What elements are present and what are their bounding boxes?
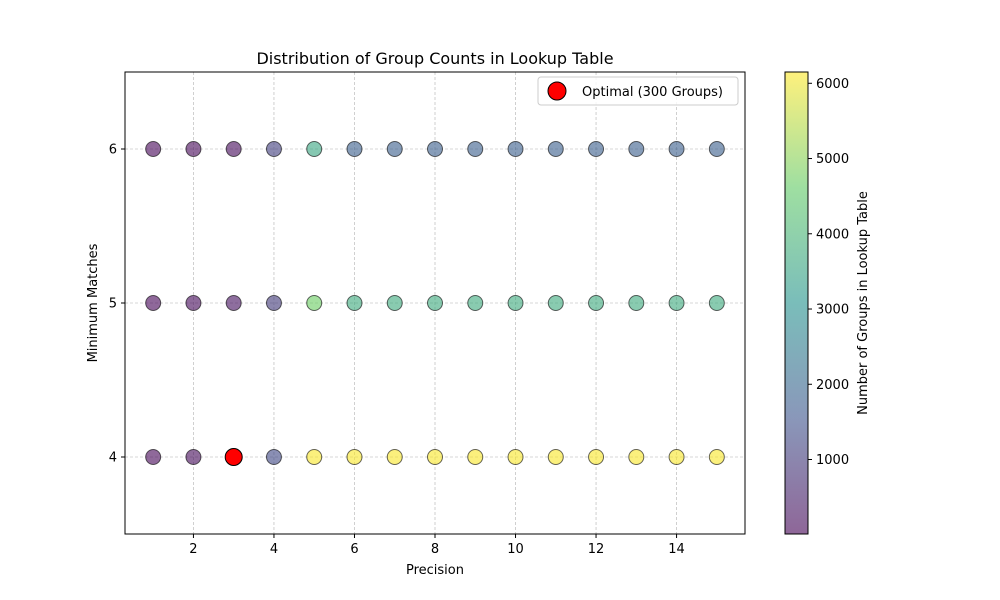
- data-point: [467, 449, 484, 465]
- legend-marker: [547, 81, 567, 101]
- y-axis-label: Minimum Matches: [86, 243, 101, 362]
- legend-label: Optimal (300 Groups): [582, 85, 723, 100]
- data-point: [467, 295, 484, 311]
- data-point: [145, 295, 162, 311]
- x-tick-label: 2: [189, 542, 197, 557]
- x-tick-label: 6: [350, 542, 358, 557]
- colorbar-gradient: [785, 72, 808, 534]
- data-point: [306, 141, 323, 157]
- data-point: [427, 449, 443, 465]
- data-point: [265, 141, 282, 157]
- data-point: [265, 295, 282, 311]
- x-tick-label: 4: [270, 542, 278, 557]
- data-point: [708, 295, 725, 311]
- data-point: [386, 449, 403, 465]
- data-point: [306, 295, 323, 311]
- data-point: [346, 295, 363, 311]
- data-point: [708, 449, 725, 465]
- colorbar-tick-label: 4000: [816, 227, 849, 242]
- data-point: [185, 141, 202, 157]
- data-point: [668, 141, 685, 157]
- data-point: [588, 449, 605, 465]
- colorbar-tick-label: 3000: [816, 303, 849, 318]
- data-point: [306, 449, 323, 465]
- data-point: [628, 449, 645, 465]
- colorbar-tick-label: 5000: [816, 152, 849, 167]
- plot-area: 2 4 6 8 10 12 14 4 5 6: [109, 71, 746, 557]
- optimal-point: [224, 448, 243, 466]
- x-tick-label: 10: [507, 542, 524, 557]
- data-point: [708, 141, 725, 157]
- data-point: [346, 449, 363, 465]
- data-point: [225, 295, 242, 311]
- chart-title: Distribution of Group Counts in Lookup T…: [256, 49, 613, 68]
- data-point: [145, 141, 162, 157]
- data-point: [668, 295, 685, 311]
- data-point: [588, 141, 605, 157]
- data-point: [225, 141, 242, 157]
- data-point: [668, 449, 685, 465]
- data-point: [588, 295, 605, 311]
- colorbar-label: Number of Groups in Lookup Table: [856, 191, 871, 415]
- data-point: [427, 295, 443, 311]
- data-point: [628, 295, 645, 311]
- x-tick-label: 8: [431, 542, 439, 557]
- data-point: [185, 295, 202, 311]
- data-point: [265, 449, 282, 465]
- data-point: [386, 141, 403, 157]
- y-tick-label: 4: [109, 451, 117, 466]
- x-axis-label: Precision: [406, 563, 464, 578]
- data-point: [507, 141, 524, 157]
- data-point: [346, 141, 363, 157]
- data-point: [547, 141, 564, 157]
- colorbar: 1000 2000 3000 4000 5000 6000: [784, 71, 849, 535]
- data-point: [507, 449, 524, 465]
- legend: Optimal (300 Groups): [537, 76, 739, 106]
- legend-box: [537, 76, 739, 106]
- data-point: [427, 141, 443, 157]
- data-point: [507, 295, 524, 311]
- data-point: [628, 141, 645, 157]
- colorbar-tick-label: 2000: [816, 378, 849, 393]
- data-point: [547, 295, 564, 311]
- colorbar-tick-label: 1000: [816, 453, 849, 468]
- data-point: [145, 449, 162, 465]
- data-point: [547, 449, 564, 465]
- y-tick-label: 6: [109, 143, 117, 158]
- data-point: [386, 295, 403, 311]
- colorbar-frame: [784, 71, 809, 535]
- x-tick-label: 12: [588, 542, 605, 557]
- y-tick-label: 5: [109, 297, 117, 312]
- data-point: [467, 141, 484, 157]
- data-point: [185, 449, 202, 465]
- colorbar-tick-label: 6000: [816, 77, 849, 92]
- x-tick-label: 14: [668, 542, 685, 557]
